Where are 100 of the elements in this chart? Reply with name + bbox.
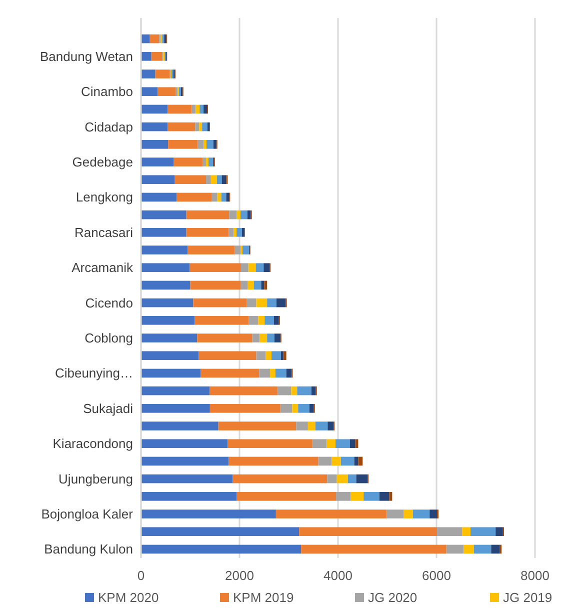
- bar: [274, 316, 279, 325]
- bar: [379, 492, 390, 501]
- y-tick-label: Cinambo: [80, 84, 133, 100]
- bar: [292, 404, 298, 413]
- bar: [326, 439, 336, 448]
- bar: [340, 456, 354, 466]
- bar: [193, 298, 247, 308]
- bar: [168, 122, 196, 132]
- bar: [218, 422, 296, 430]
- bar: [158, 87, 176, 96]
- y-tick-label: Cicendo: [85, 295, 133, 310]
- bar: [348, 474, 356, 484]
- bar: [259, 368, 270, 378]
- bar: [280, 351, 284, 360]
- bar: [296, 422, 308, 430]
- legend-label: JG 2020: [368, 590, 418, 605]
- bar: [297, 386, 312, 396]
- bar: [200, 368, 260, 378]
- bar: [204, 104, 207, 114]
- bar: [198, 140, 204, 149]
- bar: [168, 104, 192, 114]
- bar: [206, 140, 214, 149]
- bar: [301, 544, 446, 554]
- bar: [190, 280, 240, 290]
- bar: [174, 175, 206, 184]
- bar: [276, 510, 387, 518]
- bar: [210, 404, 280, 413]
- bar: [496, 527, 502, 536]
- bar: [141, 527, 300, 536]
- bar: [491, 544, 500, 554]
- bar: [204, 140, 207, 149]
- bar: [240, 263, 248, 272]
- bar: [141, 334, 198, 342]
- bar: [274, 334, 280, 342]
- y-tick-label: Rancasari: [74, 224, 134, 240]
- bar: [474, 544, 492, 554]
- bar: [470, 527, 496, 536]
- bar: [216, 175, 222, 184]
- bar: [258, 316, 265, 325]
- bar: [141, 510, 276, 518]
- bar: [264, 280, 268, 290]
- y-tick-label: Kiaracondong: [52, 436, 133, 452]
- bar: [206, 175, 211, 184]
- bar: [270, 368, 276, 378]
- bar: [267, 298, 276, 308]
- bar: [176, 192, 212, 202]
- bar: [364, 492, 380, 501]
- bar: [217, 192, 222, 202]
- bar: [332, 456, 341, 466]
- bar: [212, 192, 218, 202]
- bar: [141, 316, 195, 325]
- bar: [151, 52, 162, 61]
- bar: [277, 386, 292, 396]
- bar: [298, 404, 310, 413]
- y-tick-label: Bandung Wetan: [40, 48, 133, 64]
- bar: [228, 456, 318, 466]
- bar: [141, 175, 174, 184]
- bar: [464, 544, 474, 554]
- y-tick-label: Cibeunying…: [54, 366, 133, 381]
- bar: [196, 104, 200, 114]
- bar: [141, 439, 228, 448]
- bar: [260, 334, 268, 342]
- bar: [264, 263, 270, 272]
- bar: [141, 280, 190, 290]
- y-tick-label: Bandung Kulon: [44, 542, 133, 557]
- legend-label: KPM 2020: [98, 590, 159, 605]
- bar: [283, 351, 286, 360]
- bar: [228, 439, 312, 448]
- bar: [141, 87, 158, 96]
- bar: [248, 316, 258, 325]
- y-tick-label: Bojongloa Kaler: [41, 506, 134, 522]
- bar: [199, 122, 202, 132]
- bar: [141, 158, 174, 166]
- bar: [275, 368, 286, 378]
- legend-label: JG 2019: [503, 590, 552, 605]
- bar: [264, 316, 274, 325]
- x-tick-label: 4000: [324, 568, 352, 583]
- bar: [254, 280, 262, 290]
- bar: [389, 492, 392, 501]
- bar: [256, 298, 268, 308]
- bar: [229, 210, 237, 220]
- bar: [234, 246, 240, 254]
- bar: [141, 456, 229, 466]
- bar: [141, 422, 218, 430]
- bar: [141, 404, 210, 413]
- bar: [141, 368, 201, 378]
- bar: [358, 456, 363, 466]
- bar: [404, 510, 413, 518]
- bar: [186, 228, 229, 237]
- legend-label: KPM 2019: [233, 590, 294, 605]
- bar: [188, 246, 235, 254]
- bar: [141, 544, 302, 554]
- bar: [197, 334, 252, 342]
- bar: [236, 492, 336, 501]
- bar: [209, 386, 278, 396]
- bar: [228, 228, 234, 237]
- bar: [412, 510, 430, 518]
- bar: [318, 456, 332, 466]
- bar: [355, 439, 358, 448]
- bar: [168, 140, 198, 149]
